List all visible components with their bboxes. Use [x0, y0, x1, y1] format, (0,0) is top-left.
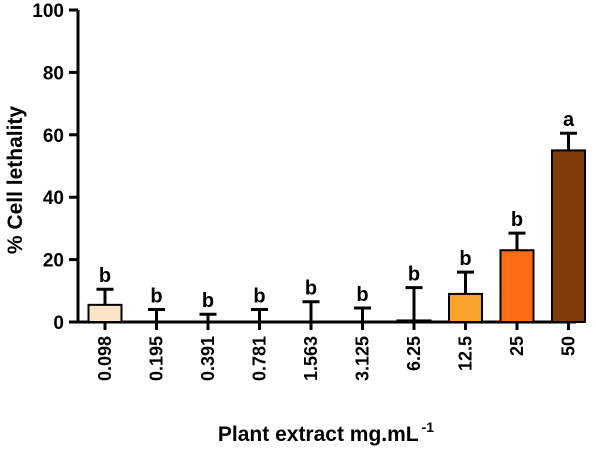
- x-tick-label: 1.563: [301, 336, 321, 381]
- bar: [87, 303, 123, 323]
- y-axis: 0 20 40 60 80 100: [32, 1, 80, 334]
- significance-label: b: [408, 264, 420, 286]
- x-tick-label: 6.25: [404, 336, 424, 371]
- significance-label: b: [459, 248, 471, 270]
- bar: [499, 249, 535, 324]
- y-tick-label: 60: [43, 126, 64, 147]
- significance-label: b: [99, 265, 111, 287]
- x-axis-label: Plant extract mg.mL -1: [218, 419, 434, 446]
- y-axis-label: % Cell lethality: [4, 106, 27, 255]
- significance-label: b: [305, 278, 317, 300]
- bar: [396, 319, 432, 324]
- x-axis: 0.098 0.195 0.391 0.781 1.563 3.125 6.25 12.5 25…: [76, 320, 579, 381]
- bars: b b b b b b b b b a: [87, 109, 586, 324]
- significance-label: b: [253, 286, 265, 308]
- y-tick-label: 20: [43, 251, 64, 272]
- x-axis-label-text: Plant extract mg.mL: [218, 423, 419, 446]
- x-tick-label: 0.195: [147, 336, 167, 381]
- y-tick-label: 40: [43, 188, 64, 209]
- y-tick-label: 0: [53, 313, 64, 334]
- significance-label: b: [511, 209, 523, 231]
- significance-label: b: [202, 290, 214, 312]
- x-tick-label: 3.125: [353, 336, 373, 381]
- x-tick-label: 0.391: [198, 336, 218, 381]
- x-tick-label: 12.5: [456, 336, 476, 371]
- x-tick-label: 0.781: [250, 336, 270, 381]
- x-tick-label: 25: [507, 336, 527, 356]
- bar: [551, 149, 586, 323]
- bar: [448, 292, 483, 324]
- x-tick-label: 50: [559, 336, 579, 356]
- y-tick-label: 100: [32, 1, 64, 22]
- significance-label: b: [356, 284, 368, 306]
- significance-label: b: [150, 286, 162, 308]
- significance-label: a: [563, 109, 575, 131]
- y-tick-label: 80: [43, 63, 64, 84]
- x-axis-label-superscript: -1: [422, 419, 435, 435]
- x-tick-label: 0.098: [95, 336, 115, 381]
